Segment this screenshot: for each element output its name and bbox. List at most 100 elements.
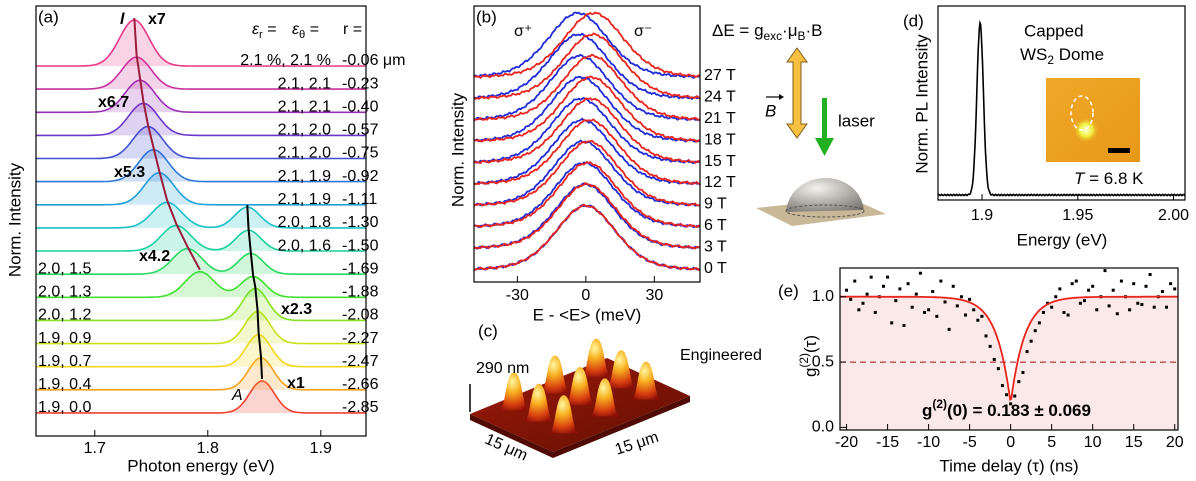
data-point [1091, 285, 1094, 288]
x-tick-label: -15 [876, 434, 899, 451]
data-point [866, 293, 869, 296]
panel-label: (b) [476, 7, 497, 26]
data-point [1042, 311, 1045, 314]
data-point [939, 280, 942, 283]
panel-subtitle-part: Dome [1054, 45, 1104, 64]
radius-label: -1.50 [342, 237, 379, 254]
y-axis-label: Norm. Intensity [5, 162, 24, 277]
radius-label: -2.66 [342, 376, 379, 393]
strain-label: 2.0, 1.2 [38, 307, 91, 324]
spectrum [474, 183, 700, 249]
spectrum [474, 77, 700, 142]
spectrum [474, 119, 700, 185]
strain-label: 1.9, 0.9 [38, 330, 91, 347]
strain-label: 2.1, 1.9 [278, 168, 331, 185]
data-point [861, 302, 864, 305]
data-point [976, 319, 979, 322]
equation-part: ΔE = g [712, 21, 764, 40]
data-point [960, 295, 963, 298]
header-part: = [305, 21, 319, 38]
data-point [1017, 380, 1020, 383]
x-tick-label: 20 [1166, 434, 1184, 451]
data-point [1026, 350, 1029, 353]
data-point [1095, 308, 1098, 311]
data-point [1005, 393, 1008, 396]
panel-label: (e) [778, 281, 799, 300]
panel-subtitle-part: WS [1020, 45, 1047, 64]
data-point [1030, 340, 1033, 343]
x-tick-label: -20 [835, 434, 858, 451]
data-point [1034, 329, 1037, 332]
spectrum [474, 183, 700, 248]
field-label: 12 T [704, 174, 736, 191]
data-point [849, 298, 852, 301]
spectrum [474, 205, 700, 270]
radius-label: -2.27 [342, 330, 379, 347]
x-tick-label: 1.9 [971, 207, 993, 224]
x-tick-label: -30 [506, 287, 529, 304]
data-point [1161, 290, 1164, 293]
data-point [927, 308, 930, 311]
data-point [1132, 282, 1135, 285]
header: r = [343, 21, 362, 38]
surface-title: Engineered [680, 347, 762, 364]
dome [499, 372, 529, 410]
spectrum [474, 34, 700, 99]
data-point [882, 285, 885, 288]
data-point [1145, 285, 1148, 288]
spectrum [474, 77, 700, 142]
y-axis-label-part: (2) [797, 353, 811, 368]
spectrum [474, 98, 700, 163]
data-point [997, 367, 1000, 370]
data-point [923, 311, 926, 314]
y-axis-label: Norm. PL Intensity [912, 34, 931, 174]
scale-bar [1108, 148, 1130, 153]
data-point [1083, 299, 1086, 302]
radius-label: -0.40 [342, 98, 379, 115]
x-axis-label: Photon energy (eV) [127, 456, 274, 475]
x-tick-label: 5 [1047, 434, 1056, 451]
multiplier: x4.2 [139, 248, 170, 265]
field-label: 18 T [704, 131, 736, 148]
data-point [944, 300, 947, 303]
spectrum [474, 141, 700, 206]
strain-label: 1.9, 0.4 [38, 376, 91, 393]
data-point [1050, 306, 1053, 309]
spectrum [474, 98, 700, 163]
data-point [1021, 371, 1024, 374]
data-point [886, 276, 889, 279]
y-tick-label: 0.0 [812, 419, 834, 436]
radius-label: -2.08 [342, 307, 379, 324]
strain-label: 2.1, 2.0 [278, 122, 331, 139]
spectrum [474, 119, 700, 184]
inset-image [1046, 78, 1140, 162]
spectrum [474, 55, 700, 121]
radius-label: -2.47 [342, 353, 379, 370]
spectrum [474, 13, 700, 78]
x-tick-label: 0 [1006, 434, 1015, 451]
x-axis-label: Time delay (τ) (ns) [939, 456, 1078, 475]
data-point [1140, 303, 1143, 306]
data-point [985, 334, 988, 337]
data-point [1169, 282, 1172, 285]
radius-label: -1.88 [342, 284, 379, 301]
x-tick-label: 15 [1125, 434, 1143, 451]
temperature-part: = 6.8 K [1084, 169, 1144, 188]
strain-label: 2.1, 2.1 [278, 98, 331, 115]
height-label: 290 nm [476, 360, 529, 377]
radius-label: -0.06 μm [342, 52, 405, 69]
data-point [1153, 306, 1156, 309]
strain-label: 1.9, 0.0 [38, 399, 91, 416]
data-point [890, 321, 893, 324]
y-axis-label: 15 μm [613, 429, 661, 459]
field-label: 3 T [704, 238, 727, 255]
data-point [1116, 312, 1119, 315]
data-point [1001, 384, 1004, 387]
radius-label: -0.57 [342, 122, 379, 139]
strain-label: 2.1, 2.0 [278, 145, 331, 162]
data-point [1128, 308, 1131, 311]
radius-label: -1.30 [342, 214, 379, 231]
data-point [1013, 395, 1016, 398]
spectrum [474, 162, 700, 227]
x-tick-label: 1.8 [197, 440, 219, 457]
